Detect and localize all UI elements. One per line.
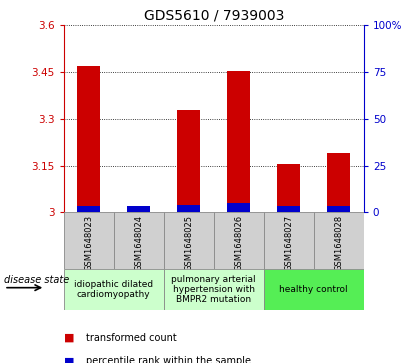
Text: GSM1648026: GSM1648026 bbox=[234, 215, 243, 271]
Text: GSM1648023: GSM1648023 bbox=[84, 215, 93, 271]
Bar bbox=[328, 206, 350, 212]
Text: ■: ■ bbox=[64, 333, 74, 343]
Bar bbox=[328, 153, 350, 212]
Bar bbox=[114, 212, 164, 269]
Bar bbox=[277, 164, 300, 212]
Bar bbox=[277, 206, 300, 212]
Bar bbox=[77, 206, 100, 212]
Text: ■: ■ bbox=[64, 356, 74, 363]
Bar bbox=[164, 212, 214, 269]
Bar bbox=[227, 70, 250, 212]
Text: percentile rank within the sample: percentile rank within the sample bbox=[86, 356, 251, 363]
Text: pulmonary arterial
hypertension with
BMPR2 mutation: pulmonary arterial hypertension with BMP… bbox=[171, 274, 256, 305]
Bar bbox=[64, 269, 164, 310]
Text: healthy control: healthy control bbox=[279, 285, 348, 294]
Text: disease state: disease state bbox=[4, 276, 69, 285]
Bar bbox=[178, 110, 200, 212]
Bar bbox=[127, 206, 150, 212]
Bar bbox=[164, 269, 264, 310]
Text: transformed count: transformed count bbox=[86, 333, 177, 343]
Text: idiopathic dilated
cardiomyopathy: idiopathic dilated cardiomyopathy bbox=[74, 280, 153, 299]
Text: GSM1648027: GSM1648027 bbox=[284, 215, 293, 271]
Title: GDS5610 / 7939003: GDS5610 / 7939003 bbox=[143, 9, 284, 23]
Bar bbox=[264, 269, 364, 310]
Bar bbox=[264, 212, 314, 269]
Bar bbox=[64, 212, 114, 269]
Bar bbox=[77, 66, 100, 212]
Bar bbox=[314, 212, 364, 269]
Text: GSM1648024: GSM1648024 bbox=[134, 215, 143, 271]
Bar bbox=[214, 212, 264, 269]
Bar bbox=[227, 203, 250, 212]
Bar bbox=[127, 209, 150, 212]
Bar bbox=[178, 205, 200, 212]
Text: GSM1648028: GSM1648028 bbox=[334, 215, 343, 271]
Text: GSM1648025: GSM1648025 bbox=[184, 215, 193, 271]
